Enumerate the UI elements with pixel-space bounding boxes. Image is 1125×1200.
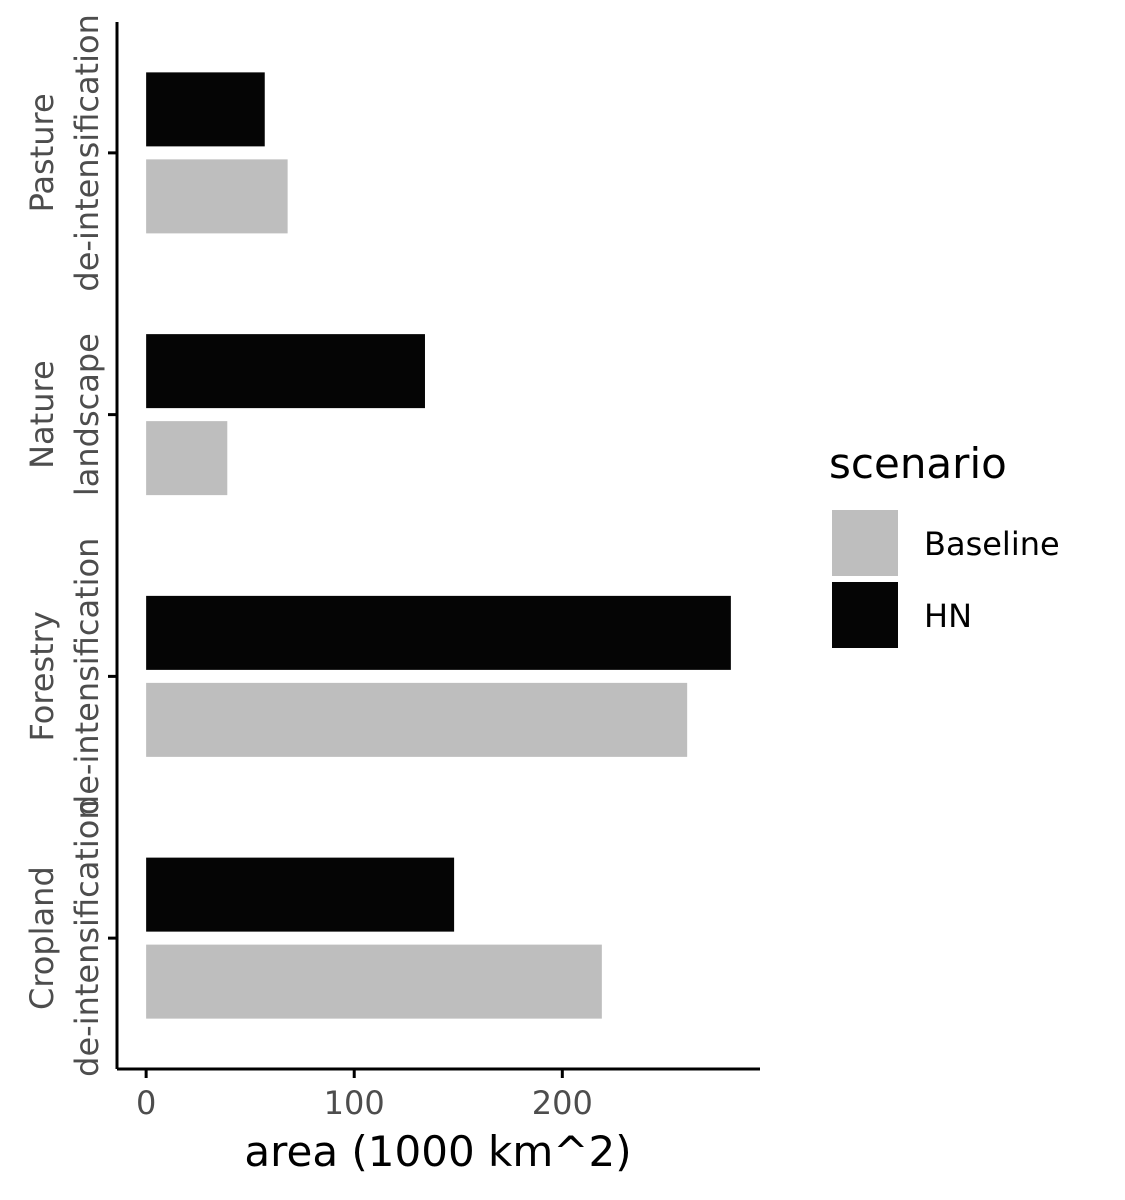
y-tick-label-3: Pasture de-intensification	[23, 14, 106, 291]
bar-hn-1	[146, 595, 731, 670]
legend-key-hn	[832, 582, 898, 648]
x-tick-label-1: 100	[324, 1084, 385, 1122]
x-axis-title: area (1000 km^2)	[244, 1127, 631, 1176]
bar-baseline-1	[146, 682, 688, 757]
bar-baseline-3	[146, 159, 288, 234]
y-tick-label-0: Cropland de-intensification	[23, 799, 106, 1076]
bar-hn-0	[146, 857, 455, 932]
bar-hn-3	[146, 72, 265, 147]
legend-key-baseline	[832, 510, 898, 576]
bar-baseline-0	[146, 944, 602, 1019]
bars-group	[146, 72, 731, 1019]
legend-items: Baseline HN	[832, 510, 1060, 648]
legend-label-baseline: Baseline	[924, 525, 1060, 563]
x-ticks-group: 0 100 200	[136, 1069, 593, 1122]
legend-title: scenario	[829, 439, 1007, 488]
legend-label-hn: HN	[924, 597, 972, 635]
legend: scenario Baseline HN	[829, 439, 1060, 648]
x-tick-label-2: 200	[532, 1084, 593, 1122]
x-tick-label-0: 0	[136, 1084, 156, 1122]
y-tick-label-2: Nature landscape	[23, 333, 106, 496]
bar-baseline-2	[146, 421, 228, 496]
y-tick-label-1: Forestry de-intensification	[23, 538, 106, 815]
bar-hn-2	[146, 334, 425, 409]
